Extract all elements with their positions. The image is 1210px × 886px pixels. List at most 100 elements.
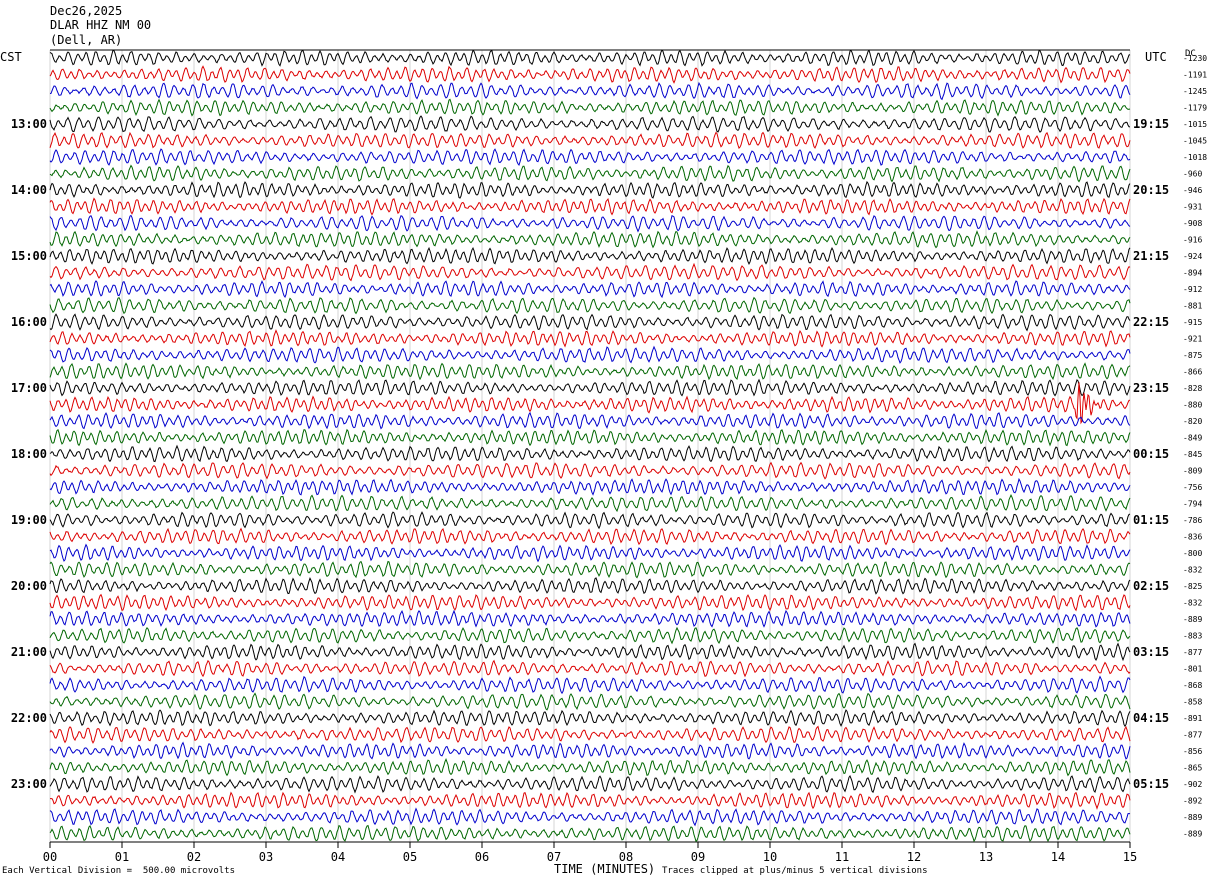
dc-offset-label: -889 <box>1183 813 1202 822</box>
dc-offset-label: -946 <box>1183 186 1202 195</box>
utc-hour-label: 04:15 <box>1133 711 1169 725</box>
x-tick-label: 09 <box>691 850 705 864</box>
dc-offset-label: -820 <box>1183 417 1202 426</box>
x-tick-label: 10 <box>763 850 777 864</box>
cst-hour-label: 15:00 <box>11 249 47 263</box>
seismic-trace <box>49 642 1131 662</box>
plot-grid <box>49 49 1131 848</box>
cst-hour-label: 13:00 <box>11 117 47 131</box>
utc-hour-label: 19:15 <box>1133 117 1169 131</box>
cst-hour-label: 19:00 <box>11 513 47 527</box>
x-tick-label: 07 <box>547 850 561 864</box>
dc-offset-label: -1179 <box>1183 104 1207 113</box>
x-axis-label: TIME (MINUTES) <box>554 862 656 876</box>
dc-offset-label: -832 <box>1183 599 1202 608</box>
dc-offset-label: -809 <box>1183 467 1202 476</box>
seismic-trace <box>49 65 1131 84</box>
seismic-trace <box>49 477 1131 496</box>
seismic-trace <box>49 280 1131 299</box>
dc-offset-label: -912 <box>1183 285 1202 294</box>
dc-offset-header: DC <box>1185 49 1196 59</box>
dc-offset-label: -921 <box>1183 335 1202 344</box>
x-tick-label: 12 <box>907 850 921 864</box>
seismic-trace <box>49 262 1131 282</box>
dc-offset-label: -880 <box>1183 401 1202 410</box>
seismic-trace <box>49 775 1131 794</box>
x-tick-label: 02 <box>187 850 201 864</box>
utc-hour-label: 05:15 <box>1133 777 1169 791</box>
station-name: DLAR HHZ NM 00 <box>50 18 152 32</box>
seismic-trace <box>49 461 1131 480</box>
seismic-traces <box>49 49 1131 843</box>
x-tick-label: 06 <box>475 850 489 864</box>
dc-offset-label: -875 <box>1183 351 1202 360</box>
utc-hour-label: 22:15 <box>1133 315 1169 329</box>
dc-offset-label: -877 <box>1183 731 1202 740</box>
seismic-trace <box>49 313 1131 332</box>
dc-offset-label: -931 <box>1183 203 1202 212</box>
seismic-trace <box>49 444 1131 463</box>
cst-hour-label: 23:00 <box>11 777 47 791</box>
dc-offset-label: -889 <box>1183 615 1202 624</box>
x-tick-label: 04 <box>331 850 345 864</box>
seismic-trace <box>49 115 1131 133</box>
seismic-trace <box>49 527 1131 546</box>
dc-offset-label: -866 <box>1183 368 1202 377</box>
cst-hour-label: 16:00 <box>11 315 47 329</box>
seismic-trace <box>49 725 1131 744</box>
dc-offset-label: -881 <box>1183 302 1202 311</box>
cst-hour-label: 22:00 <box>11 711 47 725</box>
seismic-trace <box>50 791 1131 810</box>
dc-offset-label: -845 <box>1183 450 1202 459</box>
seismic-trace <box>49 382 1131 425</box>
x-tick-label: 03 <box>259 850 273 864</box>
dc-offset-label: -856 <box>1183 747 1202 756</box>
seismic-trace <box>49 560 1131 579</box>
dc-offset-label: -756 <box>1183 483 1202 492</box>
cst-hour-label: 21:00 <box>11 645 47 659</box>
cst-hour-label: 18:00 <box>11 447 47 461</box>
dc-offset-label: -902 <box>1183 780 1202 789</box>
x-tick-label: 00 <box>43 850 57 864</box>
seismic-trace <box>49 49 1131 67</box>
dc-offset-label: -916 <box>1183 236 1202 245</box>
seismic-trace <box>49 593 1131 612</box>
seismic-trace <box>49 675 1131 695</box>
dc-offset-label: -786 <box>1183 516 1202 525</box>
dc-offset-label: -877 <box>1183 648 1202 657</box>
seismic-trace <box>49 98 1131 117</box>
seismic-trace <box>49 576 1131 595</box>
dc-offset-label: -894 <box>1183 269 1202 278</box>
utc-hour-label: 01:15 <box>1133 513 1169 527</box>
x-tick-label: 01 <box>115 850 129 864</box>
x-tick-label: 15 <box>1123 850 1137 864</box>
seismic-trace <box>49 511 1131 530</box>
utc-hour-label: 00:15 <box>1133 447 1169 461</box>
utc-hour-label: 21:15 <box>1133 249 1169 263</box>
seismic-trace <box>49 741 1131 760</box>
dc-offset-label: -1018 <box>1183 153 1207 162</box>
seismic-trace <box>49 197 1131 216</box>
x-tick-label: 13 <box>979 850 993 864</box>
dc-offset-label: -924 <box>1183 252 1202 261</box>
utc-hour-label: 23:15 <box>1133 381 1169 395</box>
seismic-trace <box>49 626 1131 645</box>
seismic-trace <box>49 494 1131 513</box>
x-tick-label: 05 <box>403 850 417 864</box>
utc-hour-label: 02:15 <box>1133 579 1169 593</box>
dc-offset-label: -883 <box>1183 632 1202 641</box>
scale-note: Each Vertical Division = 500.00 microvol… <box>2 866 235 876</box>
seismic-trace <box>49 411 1131 430</box>
seismic-trace <box>49 148 1131 167</box>
seismic-trace <box>49 807 1131 827</box>
cst-hour-label: 17:00 <box>11 381 47 395</box>
dc-offset-label: -858 <box>1183 698 1202 707</box>
seismic-trace <box>49 543 1131 563</box>
dc-offset-label: -915 <box>1183 318 1202 327</box>
seismic-trace <box>49 709 1131 728</box>
dc-offset-label: -836 <box>1183 533 1202 542</box>
dc-offset-label: -1245 <box>1183 87 1207 96</box>
cst-hour-label: 14:00 <box>11 183 47 197</box>
seismic-trace <box>49 692 1131 711</box>
